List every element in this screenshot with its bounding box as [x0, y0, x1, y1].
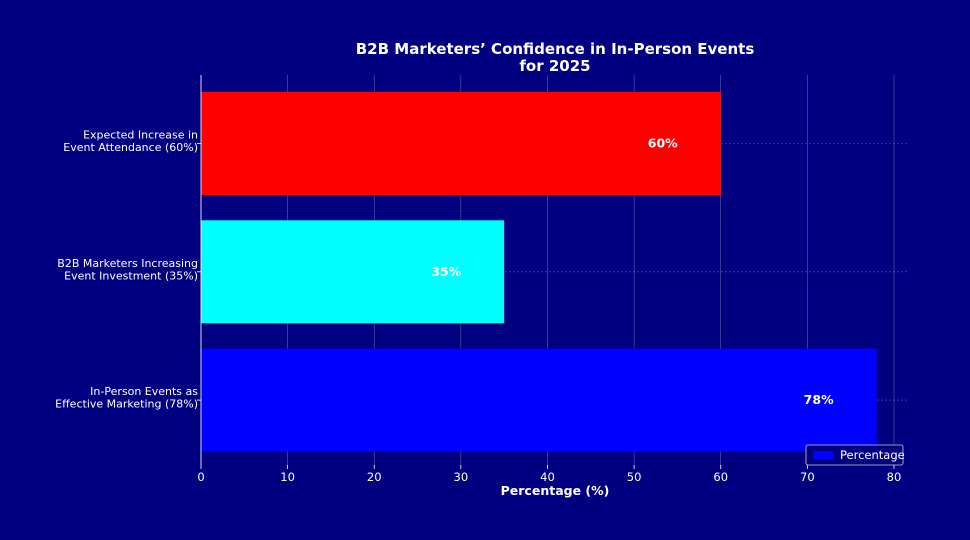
data-label-2: 78%	[804, 392, 834, 407]
x-tick-label-3: 30	[454, 470, 469, 484]
category-label-2-line-1: Effective Marketing (78%)	[55, 398, 198, 411]
x-tick-label-4: 40	[540, 470, 555, 484]
bars: 60% 35% 78%	[201, 92, 877, 452]
x-tick-label-6: 60	[713, 470, 728, 484]
chart-title-line-2: for 2025	[519, 57, 590, 75]
data-label-1: 35%	[431, 264, 461, 279]
category-label-2-line-0: In-Person Events as	[90, 385, 198, 398]
x-tick-label-1: 10	[280, 470, 295, 484]
data-label-0: 60%	[648, 136, 678, 151]
category-label-0-line-1: Event Attendance (60%)	[63, 141, 198, 154]
x-tick-label-5: 50	[627, 470, 642, 484]
x-axis-label: Percentage (%)	[501, 483, 610, 498]
legend-swatch	[813, 451, 833, 459]
x-tick-label-2: 20	[367, 470, 382, 484]
bar-1	[201, 220, 505, 324]
bar-2	[201, 348, 877, 452]
legend: Percentage	[805, 444, 905, 466]
x-tick-label-7: 70	[800, 470, 815, 484]
legend-frame	[805, 444, 904, 466]
category-label-0-line-0: Expected Increase in	[83, 129, 198, 142]
bar-0	[201, 92, 721, 195]
category-label-1-line-1: Event Investment (35%)	[64, 269, 198, 282]
chart-title-line-1: B2B Marketers’ Confidence in In-Person E…	[356, 40, 755, 58]
x-tick-label-8: 80	[887, 470, 902, 484]
legend-entry-label: Percentage	[840, 448, 905, 462]
category-label-1-line-0: B2B Marketers Increasing	[57, 257, 198, 270]
x-tick-label-0: 0	[197, 470, 204, 484]
